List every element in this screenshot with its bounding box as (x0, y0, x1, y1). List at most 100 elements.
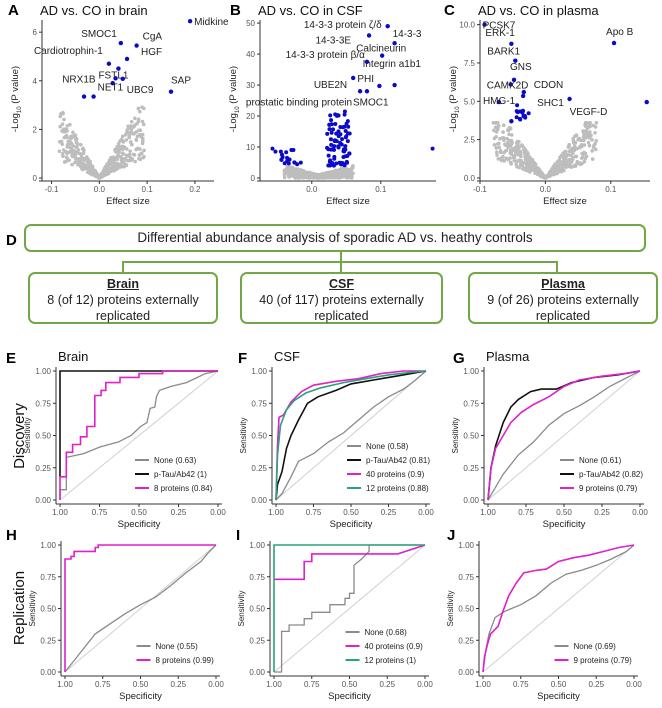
legend-label-F: None (0.58) (366, 442, 409, 451)
sig-point-B (285, 155, 290, 160)
nonsig-point-A (138, 109, 142, 114)
nonsig-point-A (122, 164, 126, 169)
x-tick-label-F: 0.50 (343, 508, 359, 517)
nonsig-point-A (95, 173, 100, 178)
sig-point-B (329, 130, 334, 135)
y-tick-label-I: 0.50 (249, 605, 265, 614)
x-tick-label-B: 0.0 (306, 185, 318, 194)
sig-point-B (342, 163, 347, 168)
nonsig-point-C (508, 156, 512, 160)
nonsig-point-C (584, 154, 589, 159)
nonsig-point-C (567, 143, 572, 148)
tree-connector-stem (340, 252, 342, 262)
sig-point-A (118, 40, 124, 46)
nonsig-point-A (133, 116, 137, 121)
sig-point-B (430, 146, 435, 151)
legend-label-J: None (0.69) (574, 642, 617, 651)
nonsig-point-A (129, 119, 134, 124)
point-label-C: CDON (534, 80, 563, 91)
nonsig-point-A (129, 142, 134, 147)
y-tick-label-G: 1.00 (463, 367, 479, 376)
y-tick-label-E: 0.75 (35, 399, 51, 408)
row-label-discovery: Discovery (11, 403, 28, 469)
nonsig-point-C (497, 145, 502, 150)
sig-point-A (124, 56, 130, 62)
csf-text-line1: 40 (of 117) proteins externally (259, 293, 424, 307)
nonsig-point-A (73, 160, 78, 164)
nonsig-point-A (140, 132, 145, 137)
sig-point-B (345, 119, 350, 124)
x-tick-label-I: 0.50 (342, 680, 358, 689)
point-label-C: HMG-1 (483, 96, 516, 107)
volcano-title-A: AD vs. CO in brain (40, 3, 148, 18)
nonsig-point-A (70, 151, 75, 156)
point-label-B: prostatic binding protein (246, 97, 352, 108)
nonsig-point-C (591, 123, 596, 128)
nonsig-point-C (507, 132, 511, 137)
roc-curve-9-proteins (482, 544, 635, 673)
nonsig-point-A (119, 158, 124, 163)
x-tick-label-H: 1.00 (57, 680, 73, 689)
nonsig-point-A (60, 129, 64, 133)
sig-point-C (520, 93, 526, 99)
nonsig-point-A (106, 162, 110, 167)
roc-curve-p-tau-ab42 (275, 370, 427, 501)
legend-label-I: 40 proteins (0.9) (365, 642, 424, 651)
sig-point-C (509, 41, 514, 46)
y-tick-label-A: 2 (33, 125, 38, 134)
sig-point-C (521, 114, 526, 119)
nonsig-point-C (525, 155, 529, 160)
nonsig-point-C (496, 126, 500, 131)
panel-letter-G: G (453, 350, 465, 367)
nonsig-point-A (142, 148, 146, 153)
x-axis-title-C: Effect size (543, 196, 587, 207)
nonsig-point-A (58, 124, 62, 129)
panel-letter-H: H (6, 527, 17, 544)
nonsig-point-A (87, 160, 92, 164)
sig-point-B (289, 148, 294, 153)
y-tick-label-I: 0.00 (249, 668, 265, 677)
nonsig-point-A (91, 168, 95, 173)
nonsig-point-C (511, 146, 515, 151)
y-tick-label-H: 1.00 (40, 541, 56, 550)
y-axis-title-G: Sensitivity (451, 417, 460, 453)
sig-point-C (567, 96, 572, 102)
nonsig-point-C (564, 163, 569, 168)
y-tick-label-J: 0.00 (458, 668, 474, 677)
x-tick-label-J: 0.25 (588, 680, 604, 689)
point-label-C: PCSK7 (483, 21, 516, 32)
point-label-A: NRX1B (62, 74, 96, 85)
nonsig-point-A (70, 162, 74, 167)
x-axis-title-A: Effect size (106, 196, 150, 207)
nonsig-point-A (136, 106, 141, 111)
point-label-A: NET1 (98, 83, 124, 94)
nonsig-point-C (494, 130, 499, 134)
sig-point-B (346, 124, 351, 129)
sig-point-B (342, 112, 347, 117)
nonsig-point-C (494, 146, 499, 150)
legend-label-H: None (0.55) (156, 642, 199, 651)
point-label-A: CgA (143, 32, 163, 43)
roc-curve-none (487, 370, 641, 501)
nonsig-point-A (127, 135, 132, 140)
nonsig-point-B (337, 167, 342, 172)
y-tick-label-B: 0 (251, 174, 256, 183)
y-tick-label-F: 0.25 (251, 464, 267, 473)
nonsig-point-C (504, 156, 508, 160)
y-tick-label-H: 0.00 (40, 668, 56, 677)
y-axis-title-I: Sensitivity (237, 590, 246, 626)
sig-point-B (347, 151, 352, 156)
nonsig-point-A (73, 151, 78, 155)
nonsig-point-C (577, 145, 582, 149)
point-label-C: GNS (510, 62, 532, 73)
sig-point-C (511, 77, 517, 83)
nonsig-point-A (124, 147, 129, 151)
sig-point-B (280, 152, 285, 157)
nonsig-point-C (558, 155, 562, 160)
nonsig-point-A (62, 117, 66, 122)
sig-point-B (298, 160, 303, 165)
x-tick-label-I: 0.00 (417, 680, 433, 689)
nonsig-point-C (555, 165, 560, 170)
nonsig-point-A (64, 159, 68, 164)
nonsig-point-A (141, 136, 145, 141)
